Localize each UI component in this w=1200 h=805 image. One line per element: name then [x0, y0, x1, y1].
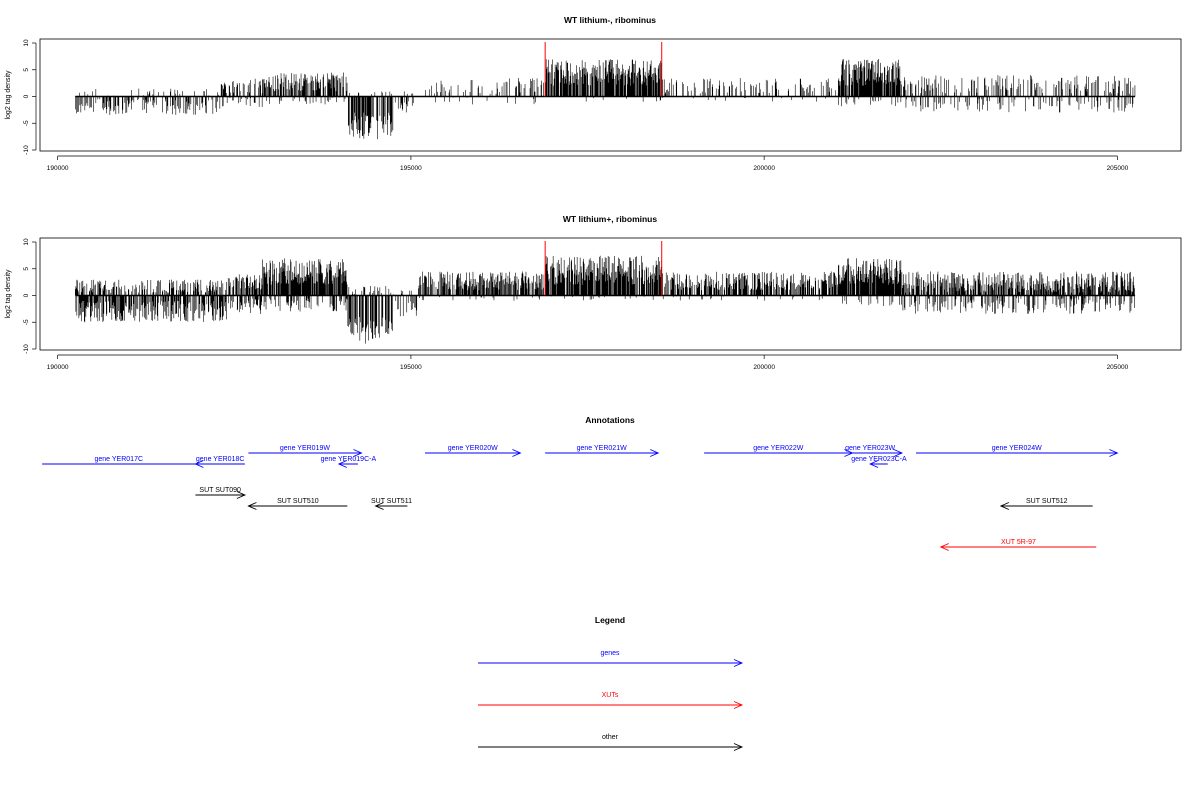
- x-tick-label: 195000: [400, 165, 422, 172]
- annotation-feature: SUT SUT090: [195, 487, 247, 499]
- annotation-feature: gene YER021W: [545, 445, 660, 457]
- legend-label: XUTs: [602, 692, 619, 699]
- plot-frame: [39, 38, 1182, 152]
- arrow-head: [893, 449, 904, 457]
- feature-label: XUT 5R-97: [1001, 539, 1036, 546]
- arrow-head: [733, 701, 744, 709]
- highlight-lines: [544, 42, 663, 97]
- legend-entry-other: other: [478, 734, 744, 751]
- density-bars: [75, 59, 1136, 140]
- arrow-head: [733, 743, 744, 751]
- arrow-head: [353, 449, 363, 457]
- y-tick-label: -5: [23, 120, 30, 126]
- arrow-head: [869, 460, 879, 468]
- y-axis-label: log2 tag density: [5, 70, 12, 120]
- feature-label: gene YER022W: [753, 445, 803, 452]
- annotation-feature: gene YER023W: [838, 445, 904, 457]
- arrow-head: [374, 502, 384, 510]
- x-tick-label: 205000: [1107, 364, 1129, 371]
- annotation-feature: gene YER022W: [704, 445, 854, 457]
- arrow-head: [1109, 449, 1119, 457]
- annotation-feature: SUT SUT511: [371, 498, 412, 510]
- y-tick-label: -5: [23, 319, 30, 325]
- y-axis-label: log2 tag density: [5, 269, 12, 319]
- highlight-lines: [544, 241, 663, 296]
- negative-strand-bars: [75, 96, 1134, 140]
- legend-label: genes: [600, 650, 620, 657]
- legend-label: other: [602, 734, 619, 741]
- y-tick-label: -10: [23, 344, 30, 354]
- annotation-features: gene YER017C gene YER018C gene YER019W gene…: [42, 445, 1119, 551]
- x-tick-label: 200000: [753, 165, 775, 172]
- feature-label: SUT SUT512: [1026, 498, 1068, 505]
- feature-label: gene YER020W: [448, 445, 498, 452]
- y-tick-label: 10: [23, 39, 30, 47]
- feature-label: gene YER024W: [992, 445, 1042, 452]
- density-bars: [75, 255, 1136, 344]
- annotation-feature: SUT SUT510: [247, 498, 348, 510]
- arrow-head: [194, 460, 204, 468]
- annotation-feature: gene YER017C: [42, 456, 196, 465]
- x-tick-label: 190000: [47, 364, 69, 371]
- legend-title: Legend: [595, 615, 625, 625]
- feature-label: SUT SUT510: [277, 498, 319, 505]
- x-tick-label: 195000: [400, 364, 422, 371]
- arrow-head: [733, 659, 744, 667]
- annotation-feature: gene YER018C: [194, 456, 245, 468]
- legend-entries: genes XUTs other: [478, 650, 744, 751]
- feature-label: gene YER023C-A: [851, 456, 907, 463]
- arrow-head: [337, 460, 348, 468]
- y-tick-label: 0: [23, 94, 30, 98]
- annotation-feature: gene YER024W: [916, 445, 1119, 457]
- track-panel-lithium-minus: WT lithium-, ribominus log2 tag density …: [5, 15, 1182, 172]
- legend: Legend genes XUTs other: [478, 615, 744, 751]
- y-axis: 10 5 0 -5 -10: [23, 39, 37, 155]
- positive-strand-bars: [75, 255, 1135, 296]
- arrow-head: [939, 543, 949, 551]
- annotation-feature: gene YER019C-A: [321, 456, 377, 468]
- x-tick-label: 205000: [1107, 165, 1129, 172]
- arrow-head: [512, 449, 522, 457]
- feature-label: SUT SUT090: [199, 487, 241, 494]
- feature-label: gene YER023W: [845, 445, 895, 452]
- annotation-feature: XUT 5R-97: [939, 539, 1097, 551]
- y-tick-label: -10: [23, 145, 30, 155]
- negative-strand-bars: [75, 295, 1135, 344]
- feature-label: gene YER021W: [577, 445, 627, 452]
- x-axis: 190000 195000 200000 205000: [47, 354, 1129, 371]
- annotation-feature: gene YER020W: [425, 445, 522, 457]
- legend-entry-xut: XUTs: [478, 692, 744, 709]
- feature-label: SUT SUT511: [371, 498, 412, 505]
- arrow-head: [999, 502, 1010, 510]
- annotation-feature: SUT SUT512: [999, 498, 1093, 510]
- chart-title: WT lithium-, ribominus: [564, 15, 656, 25]
- x-tick-label: 190000: [47, 165, 69, 172]
- annotation-feature: gene YER019W: [248, 445, 363, 457]
- y-tick-label: 5: [23, 267, 30, 271]
- arrow-head: [650, 449, 660, 457]
- x-tick-label: 200000: [753, 364, 775, 371]
- annotations-title: Annotations: [585, 415, 635, 425]
- y-axis: 10 5 0 -5 -10: [23, 238, 37, 354]
- annotation-feature: gene YER023C-A: [851, 456, 907, 468]
- y-tick-label: 10: [23, 238, 30, 246]
- feature-label: gene YER017C: [95, 456, 144, 463]
- feature-label: gene YER019C-A: [321, 456, 377, 463]
- legend-entry-gene: genes: [478, 650, 744, 667]
- y-tick-label: 5: [23, 68, 30, 72]
- track-panel-lithium-plus: WT lithium+, ribominus log2 tag density …: [5, 214, 1182, 371]
- arrow-head: [236, 491, 247, 499]
- arrow-head: [247, 502, 257, 510]
- chart-title: WT lithium+, ribominus: [563, 214, 657, 224]
- x-axis: 190000 195000 200000 205000: [47, 155, 1129, 172]
- plot-frame: [39, 237, 1182, 351]
- feature-label: gene YER019W: [280, 445, 330, 452]
- annotations-track: Annotations gene YER017C gene YER018Cgene…: [42, 415, 1119, 551]
- positive-strand-bars: [79, 59, 1136, 97]
- feature-label: gene YER018C: [196, 456, 245, 463]
- y-tick-label: 0: [23, 293, 30, 297]
